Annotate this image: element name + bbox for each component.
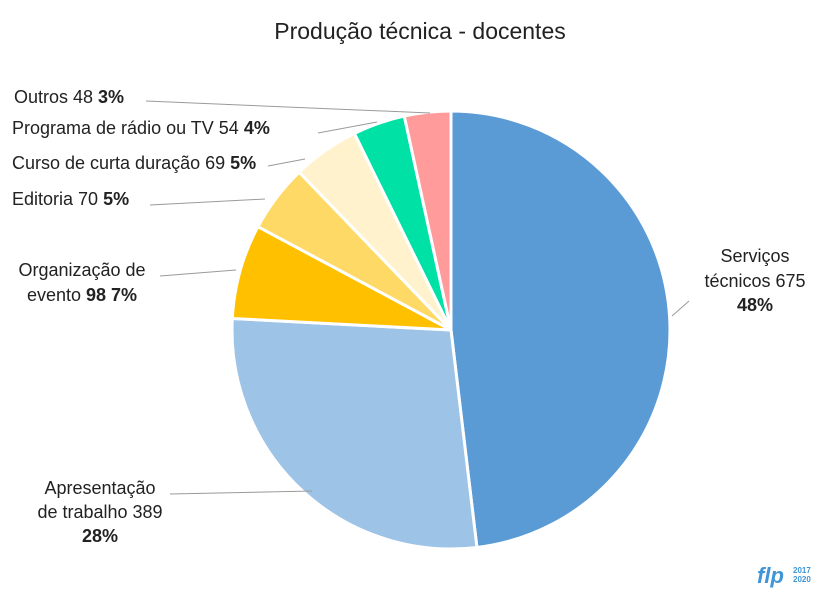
label-line: Organização de	[18, 260, 145, 280]
label-line: técnicos 675	[704, 271, 805, 291]
slice-label-percent: 28%	[82, 526, 118, 546]
leader-outros	[145, 100, 431, 114]
label-line: Curso de curta duração 69 5%	[12, 153, 256, 173]
label-servicos-tecnicos: Serviços técnicos 675 48%	[704, 246, 805, 315]
slice-label-name: evento	[27, 285, 86, 305]
slice-label-percent: 5%	[230, 153, 256, 173]
label-apresentacao-de-trabalho: Apresentação de trabalho 389 28%	[37, 478, 162, 546]
slice-label-name-value: Outros 48	[14, 87, 98, 107]
label-line: evento 98 7%	[27, 285, 137, 305]
slice-label-name: Apresentação	[44, 478, 155, 498]
label-line: Serviços	[720, 246, 789, 266]
leader-servicos-tecnicos	[671, 300, 690, 317]
leader-programa-de-radio-ou-tv	[317, 121, 378, 134]
leader-editoria	[149, 198, 266, 206]
slice-label-value-percent: 98 7%	[86, 285, 137, 305]
leader-apresentacao-de-trabalho	[169, 490, 313, 495]
slice-label-percent: 3%	[98, 87, 124, 107]
slice-label-percent: 5%	[103, 189, 129, 209]
label-curso-de-curta-duracao: Curso de curta duração 69 5%	[12, 153, 256, 173]
slice-label-percent: 4%	[244, 118, 270, 138]
label-line: Editoria 70 5%	[12, 189, 129, 209]
slice-label-name-value: de trabalho 389	[37, 502, 162, 522]
label-line: 48%	[737, 295, 773, 315]
label-organizacao-de-evento: Organização de evento 98 7%	[18, 260, 145, 305]
slice-labels: Serviços técnicos 675 48% Apresentação de tr…	[12, 87, 806, 546]
label-outros: Outros 48 3%	[14, 87, 124, 107]
slice-apresentacao-de-trabalho	[230, 316, 479, 551]
slice-label-name-value: Editoria 70	[12, 189, 103, 209]
leader-curso-de-curta-duracao	[267, 158, 306, 167]
logo-year-end: 2020	[793, 575, 811, 584]
label-editoria: Editoria 70 5%	[12, 189, 129, 209]
slice-label-name-value: técnicos 675	[704, 271, 805, 291]
label-line: Apresentação	[44, 478, 155, 498]
label-programa-de-radio-ou-tv: Programa de rádio ou TV 54 4%	[12, 118, 270, 138]
slice-label-name-value: Programa de rádio ou TV 54	[12, 118, 244, 138]
label-line: Programa de rádio ou TV 54 4%	[12, 118, 270, 138]
logo-year-start: 2017	[793, 566, 811, 575]
slice-outros	[402, 109, 453, 331]
slice-label-name: Serviços	[720, 246, 789, 266]
slice-label-name-value: Curso de curta duração 69	[12, 153, 230, 173]
slice-servicos-tecnicos	[449, 109, 672, 550]
slice-label-percent: 48%	[737, 295, 773, 315]
label-line: de trabalho 389	[37, 502, 162, 522]
logo-text: flp	[757, 563, 784, 588]
flp-logo: flp 2017 2020	[757, 563, 811, 588]
chart-title: Produção técnica - docentes	[274, 18, 566, 44]
leader-lines	[145, 100, 690, 495]
slice-label-name: Organização de	[18, 260, 145, 280]
leader-organizacao-de-evento	[159, 269, 237, 277]
pie-slices	[230, 109, 672, 551]
label-line: 28%	[82, 526, 118, 546]
label-line: Outros 48 3%	[14, 87, 124, 107]
